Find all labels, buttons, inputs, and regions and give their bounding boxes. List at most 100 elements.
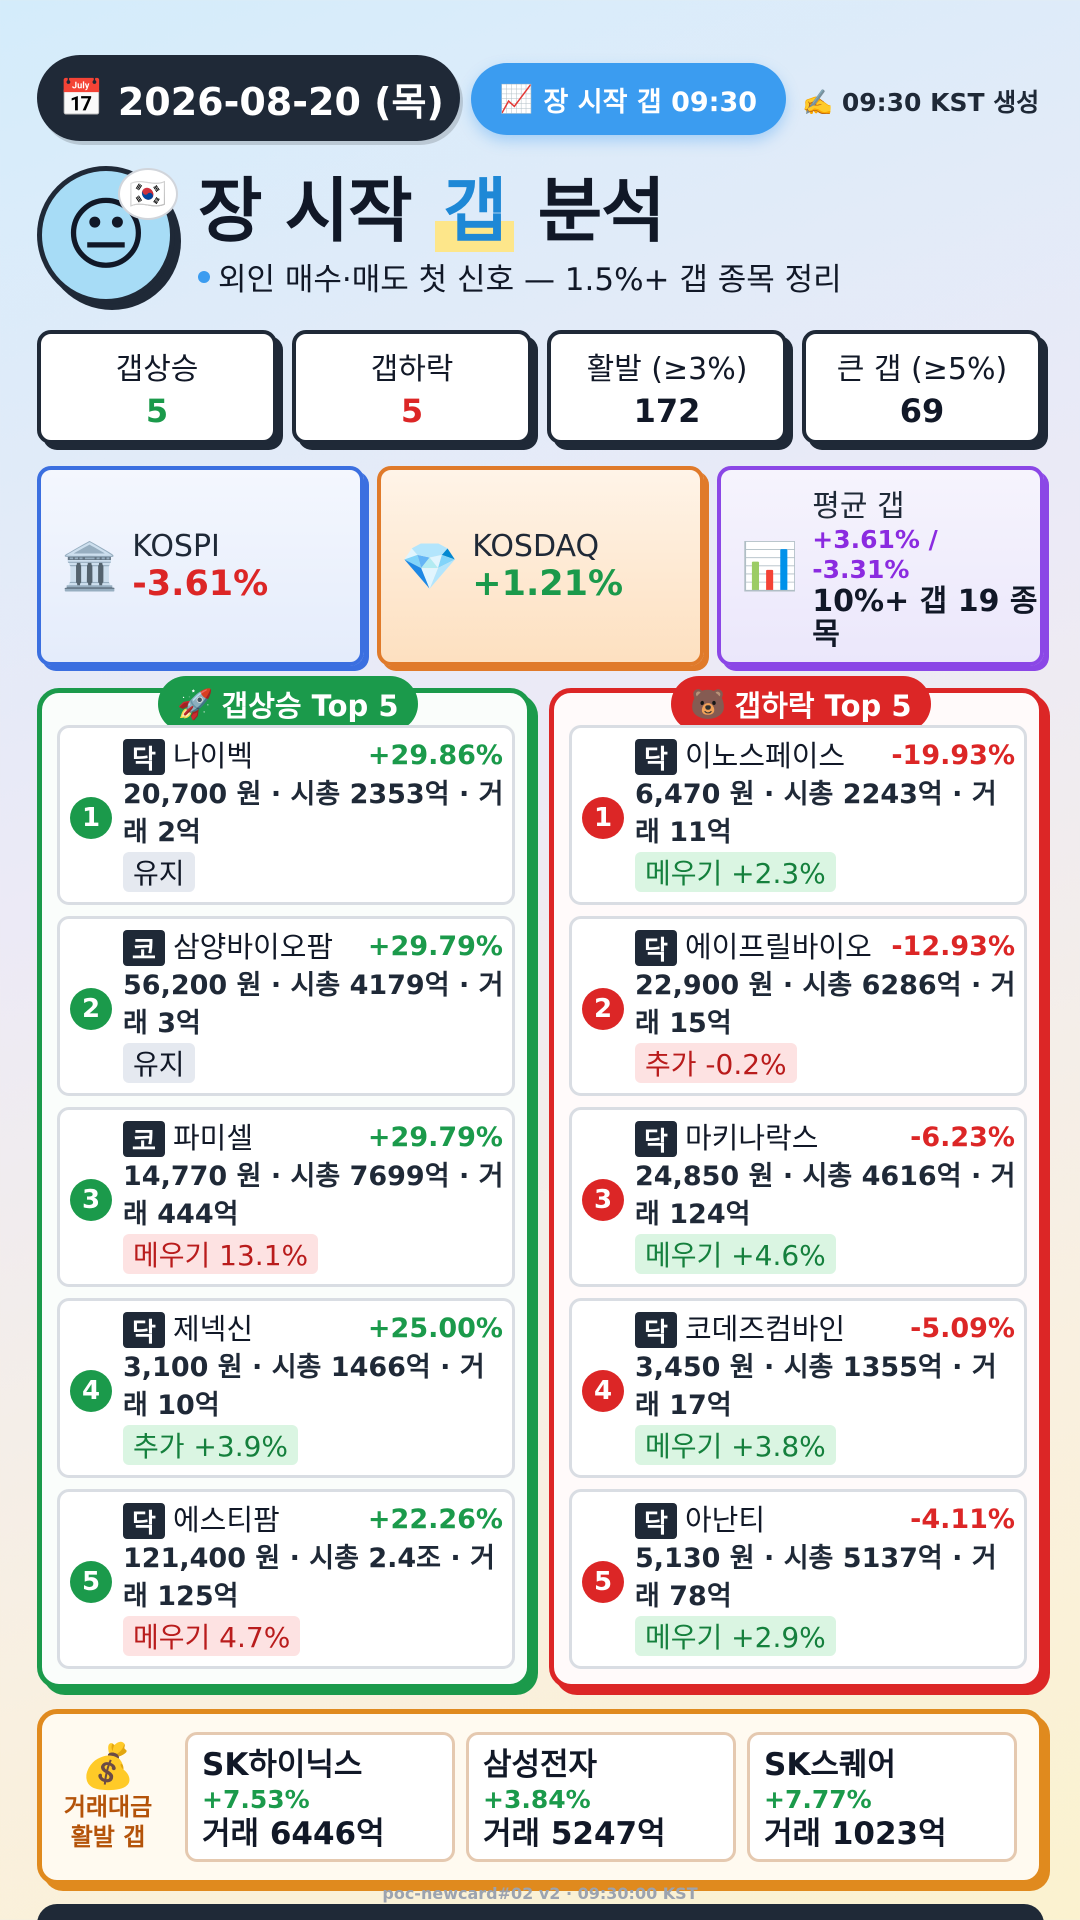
average-gap-up: +3.61% /	[812, 525, 938, 554]
gem-icon: 💎	[401, 538, 459, 593]
index-change: +1.21%	[472, 563, 624, 604]
stat-active-count: 활발 (≥3%) 172	[547, 330, 787, 444]
index-name: KOSPI	[132, 528, 220, 564]
gap-status-tag: 유지	[123, 1043, 195, 1083]
stock-header: 닥 제넥신 +25.00%	[123, 1309, 503, 1349]
rank-badge: 4	[582, 1370, 624, 1412]
stock-change: +29.86%	[367, 740, 503, 771]
stock-detail: 5,130 원 · 시총 5137억 · 거래 78억	[635, 1543, 997, 1612]
stat-value: 69	[899, 392, 945, 430]
panel-title-text: 갭하락 Top 5	[734, 689, 912, 723]
market-badge: 닥	[635, 930, 677, 966]
hot-stock-name: 삼성전자	[483, 1747, 598, 1783]
rank-badge: 1	[70, 797, 112, 839]
hot-stock-card[interactable]: SK하이닉스 +7.53% 거래 6446억	[185, 1732, 455, 1862]
title-pre: 장 시작	[198, 170, 413, 252]
hot-stock-card[interactable]: 삼성전자 +3.84% 거래 5247억	[466, 1732, 736, 1862]
hot-volume-label: 💰 거래대금 활발 갭	[54, 1740, 162, 1852]
stock-card[interactable]: 5 닥 아난티 -4.11% 5,130 원 · 시총 5137억 · 거래 78억 메우…	[569, 1489, 1027, 1669]
gap-status-tag: 메우기 +2.9%	[635, 1616, 836, 1656]
stock-header: 닥 아난티 -4.11%	[635, 1500, 1015, 1540]
bank-icon: 🏛️	[61, 538, 119, 593]
rank-badge: 5	[70, 1561, 112, 1603]
hot-volume-label-text: 거래대금 활발 갭	[63, 1793, 153, 1851]
footer-note: poc-newcard#02 v2 · 09:30:00 KST	[382, 1884, 698, 1903]
generated-time: ✍️ 09:30 KST 생성	[802, 88, 1040, 117]
stat-gap-up-count: 갭상승 5	[37, 330, 277, 444]
date-pill: 📅 2026-08-20 (목)	[37, 55, 460, 141]
stock-card[interactable]: 4 닥 코데즈컴바인 -5.09% 3,450 원 · 시총 1355억 · 거래 17…	[569, 1298, 1027, 1478]
stock-detail: 56,200 원 · 시총 4179억 · 거래 3억	[123, 970, 504, 1039]
market-badge: 닥	[123, 739, 165, 775]
stock-change: -6.23%	[910, 1122, 1015, 1153]
stock-change: +22.26%	[367, 1504, 503, 1535]
korea-flag-icon: 🇰🇷	[118, 168, 178, 220]
stat-value: 5	[400, 392, 424, 430]
stock-change: +25.00%	[367, 1313, 503, 1344]
hot-stock-name: SK하이닉스	[202, 1747, 363, 1783]
stock-name: 파미셀	[173, 1121, 254, 1155]
stock-name: 나이벡	[173, 739, 254, 773]
stock-card[interactable]: 3 닥 마키나락스 -6.23% 24,850 원 · 시총 4616억 · 거래 12…	[569, 1107, 1027, 1287]
market-open-pill: 📈 장 시작 갭 09:30	[471, 63, 786, 135]
stat-label: 큰 갭 (≥5%)	[836, 352, 1008, 387]
chart-up-icon: 📈	[499, 84, 534, 115]
gap-status-tag: 유지	[123, 852, 195, 892]
stock-change: +29.79%	[367, 1122, 503, 1153]
page-title: 장 시작 갭 분석	[198, 155, 666, 256]
rocket-icon: 🚀	[177, 686, 214, 721]
gap-down-panel: 🐻 갭하락 Top 5 1 닥 이노스페이스 -19.93% 6,470 원 · 시총 …	[549, 676, 1044, 1689]
stock-detail: 121,400 원 · 시총 2.4조 · 거래 125억	[123, 1543, 495, 1612]
rank-badge: 4	[70, 1370, 112, 1412]
stock-change: -4.11%	[910, 1504, 1015, 1535]
stat-label: 갭하락	[370, 352, 454, 387]
hot-stock-volume: 거래 6446억	[202, 1816, 385, 1852]
hot-stock-change: +7.53%	[202, 1785, 310, 1814]
subtitle-text: 외인 매수·매도 첫 신호 — 1.5%+ 갭 종목 정리	[218, 262, 842, 298]
stock-name: 에스티팜	[173, 1503, 280, 1537]
stock-card[interactable]: 3 코 파미셀 +29.79% 14,770 원 · 시총 7699억 · 거래 444…	[57, 1107, 515, 1287]
gap-status-tag: 메우기 +3.8%	[635, 1425, 836, 1465]
big-gap-count: 10%+ 갭 19 종목	[812, 584, 1038, 652]
title-post: 분석	[537, 170, 666, 252]
stock-change: -19.93%	[891, 740, 1015, 771]
stock-name: 에이프릴바이오	[685, 930, 872, 964]
gap-down-title: 🐻 갭하락 Top 5	[671, 676, 931, 732]
index-name: KOSDAQ	[472, 528, 600, 564]
stat-value: 172	[633, 392, 701, 430]
gap-status-tag: 메우기 +4.6%	[635, 1234, 836, 1274]
bear-icon: 🐻	[690, 686, 727, 721]
subtitle: 외인 매수·매도 첫 신호 — 1.5%+ 갭 종목 정리	[198, 254, 842, 299]
stock-card[interactable]: 1 닥 나이벡 +29.86% 20,700 원 · 시총 2353억 · 거래 2억 유…	[57, 725, 515, 905]
rank-badge: 2	[582, 988, 624, 1030]
stock-name: 아난티	[685, 1503, 766, 1537]
stock-change: -5.09%	[910, 1313, 1015, 1344]
bar-chart-icon: 📊	[741, 538, 799, 593]
rank-badge: 3	[70, 1179, 112, 1221]
gap-status-tag: 추가 -0.2%	[635, 1043, 797, 1083]
footer-bar	[37, 1904, 1044, 1920]
hot-stock-change: +7.77%	[764, 1785, 872, 1814]
rank-badge: 5	[582, 1561, 624, 1603]
gap-up-panel: 🚀 갭상승 Top 5 1 닥 나이벡 +29.86% 20,700 원 · 시총 23…	[37, 676, 532, 1689]
hot-stock-name: SK스퀘어	[764, 1747, 896, 1783]
index-name: 평균 갭	[812, 489, 905, 524]
rank-badge: 3	[582, 1179, 624, 1221]
hot-volume-section: 💰 거래대금 활발 갭 SK하이닉스 +7.53% 거래 6446억 삼성전자 …	[37, 1709, 1044, 1885]
stock-change: +29.79%	[367, 931, 503, 962]
hot-stock-card[interactable]: SK스퀘어 +7.77% 거래 1023억	[747, 1732, 1017, 1862]
stock-change: -12.93%	[891, 931, 1015, 962]
stat-label: 활발 (≥3%)	[586, 352, 748, 387]
stock-card[interactable]: 2 코 삼양바이오팜 +29.79% 56,200 원 · 시총 4179억 · 거래 …	[57, 916, 515, 1096]
stock-card[interactable]: 1 닥 이노스페이스 -19.93% 6,470 원 · 시총 2243억 · 거래 1…	[569, 725, 1027, 905]
stock-card[interactable]: 2 닥 에이프릴바이오 -12.93% 22,900 원 · 시총 6286억 · 거래…	[569, 916, 1027, 1096]
gap-status-tag: 추가 +3.9%	[123, 1425, 299, 1465]
top-bar: 📅 2026-08-20 (목) 📈 장 시작 갭 09:30 ✍️ 09:30…	[37, 55, 1047, 141]
stock-header: 코 파미셀 +29.79%	[123, 1118, 503, 1158]
stock-detail: 22,900 원 · 시총 6286억 · 거래 15억	[635, 970, 1016, 1039]
stock-card[interactable]: 5 닥 에스티팜 +22.26% 121,400 원 · 시총 2.4조 · 거래 12…	[57, 1489, 515, 1669]
stock-card[interactable]: 4 닥 제넥신 +25.00% 3,100 원 · 시총 1466억 · 거래 10억 추…	[57, 1298, 515, 1478]
market-open-label: 장 시작 갭 09:30	[543, 86, 758, 118]
stock-header: 닥 마키나락스 -6.23%	[635, 1118, 1015, 1158]
stock-name: 이노스페이스	[685, 739, 846, 773]
